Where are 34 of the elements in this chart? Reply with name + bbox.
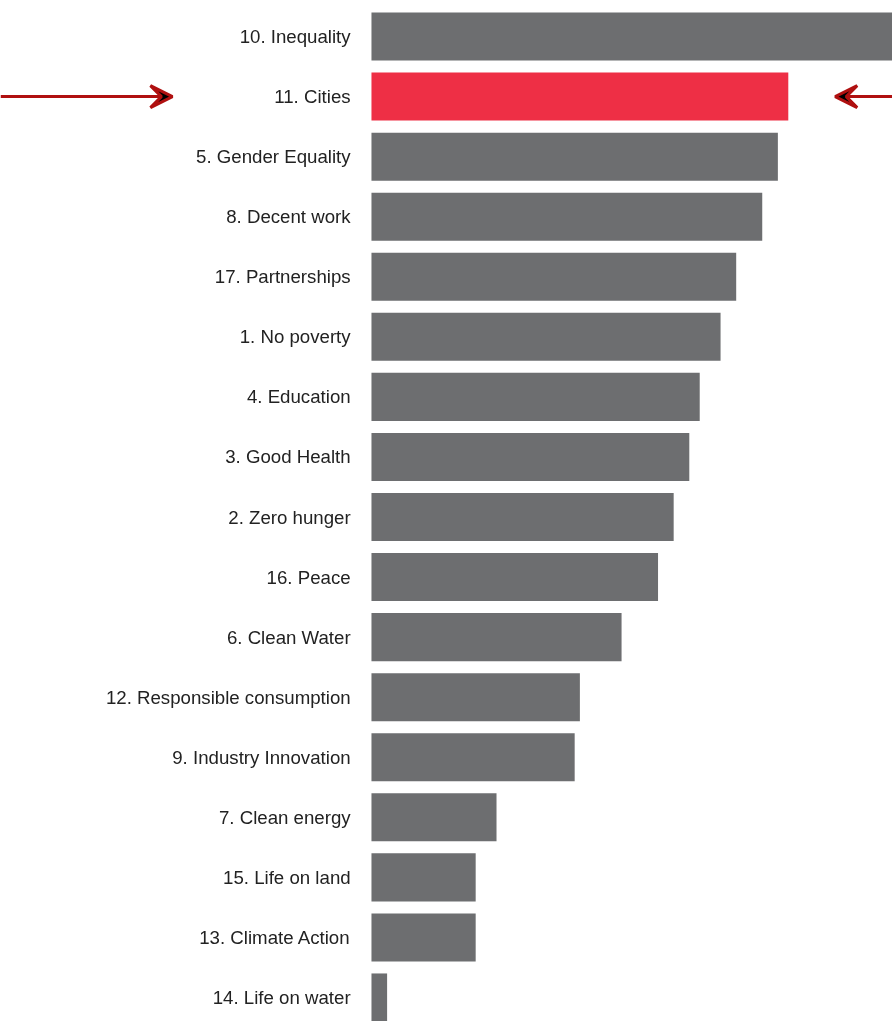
- bar: [371, 132, 778, 181]
- bar: [371, 432, 690, 481]
- y-tick-label: 7. Clean energy: [218, 806, 352, 828]
- y-tick-label: 4. Education: [246, 386, 351, 408]
- y-tick-label: 11. Cities: [274, 86, 351, 108]
- bar: [371, 793, 497, 842]
- bar: [371, 673, 580, 722]
- y-tick-label: 6. Clean Water: [226, 626, 351, 648]
- bar: [371, 613, 622, 662]
- y-tick-label: 3. Good Health: [225, 446, 351, 468]
- y-tick-label: 10. Inequality: [239, 26, 352, 48]
- bar: [371, 853, 476, 902]
- y-tick-label: 8. Decent work: [226, 206, 352, 228]
- y-tick-label: 5. Gender Equality: [196, 146, 352, 168]
- bar: [371, 312, 721, 361]
- bar: [371, 913, 476, 962]
- bar: [371, 252, 737, 301]
- bar: [371, 733, 575, 782]
- bar: [371, 492, 674, 542]
- bar: [371, 973, 388, 1021]
- bar: [371, 372, 700, 421]
- y-tick-label: 1. No poverty: [239, 326, 352, 348]
- y-tick-label: 17. Partnerships: [214, 266, 351, 288]
- bar: [371, 72, 789, 121]
- y-tick-label: 13. Climate Action: [199, 926, 350, 948]
- y-tick-label: 16. Peace: [266, 566, 351, 588]
- bar: [371, 192, 763, 241]
- bar: [371, 553, 659, 602]
- y-tick-label: 15. Life on land: [223, 866, 351, 888]
- y-tick-label: 2. Zero hunger: [228, 506, 351, 528]
- y-tick-label: 12. Responsible consumption: [105, 686, 351, 708]
- y-tick-label: 14. Life on water: [212, 986, 351, 1008]
- bar: [371, 12, 892, 61]
- y-tick-label: 9. Industry Innovation: [172, 746, 351, 768]
